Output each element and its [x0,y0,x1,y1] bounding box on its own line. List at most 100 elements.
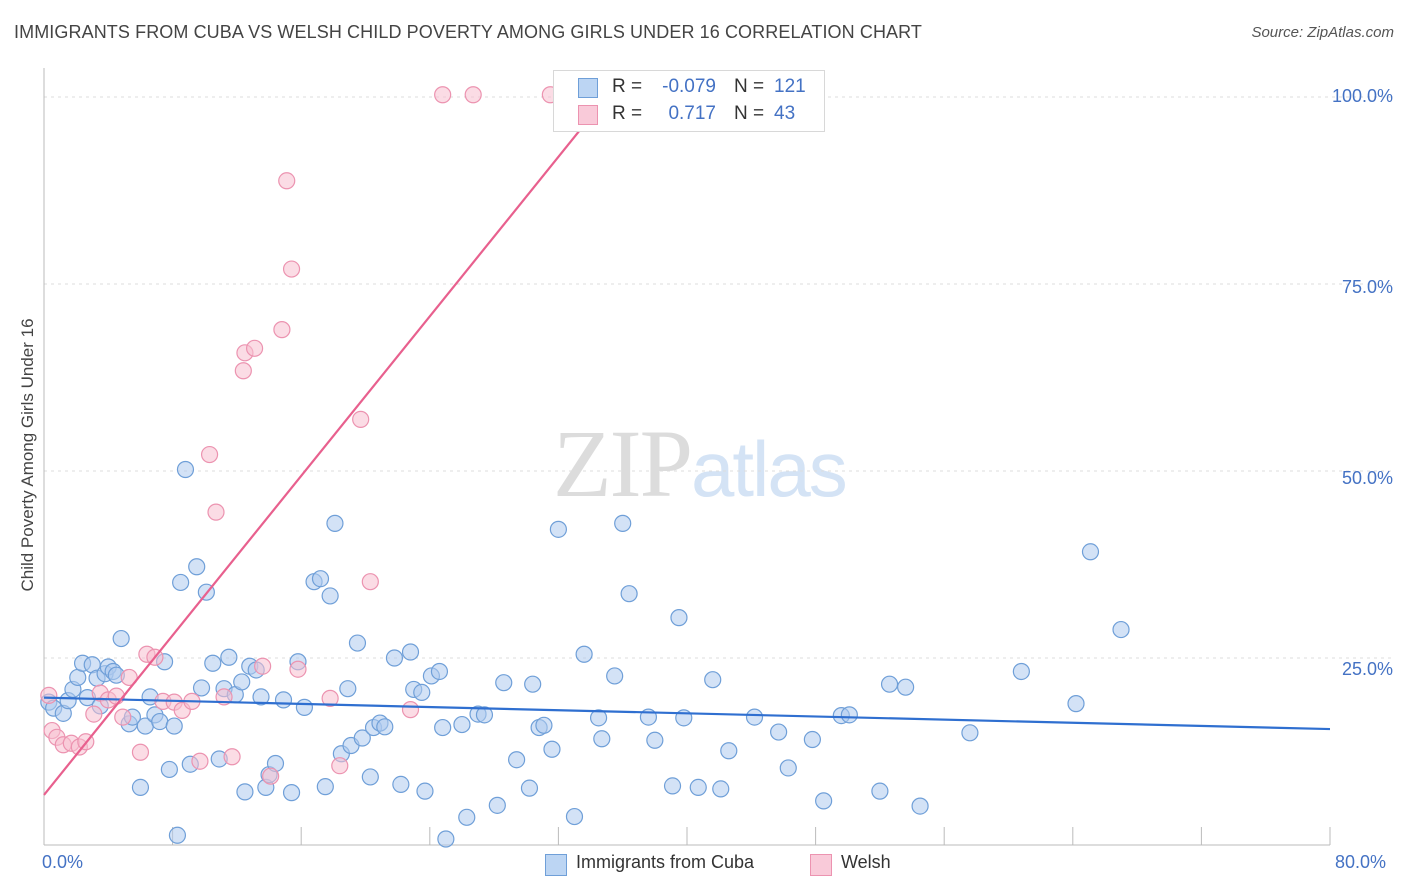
cuba-trend-line [43,696,1331,731]
legend-n-label: N = [734,76,765,97]
welsh-point [254,657,272,675]
cuba-point [961,724,979,742]
welsh-point [120,668,138,687]
cuba-point [911,797,929,815]
correlation-legend: R = -0.079 N = 121 R = 0.717 N = 43 [553,70,825,132]
cuba-point [220,648,238,666]
legend-swatch-blue [545,854,567,876]
cuba-point [151,712,169,731]
cuba-point [535,716,553,734]
cuba-point [204,654,222,672]
cuba-point [475,706,494,724]
series-welsh-points [40,86,611,785]
cuba-point [321,587,339,605]
series-immigrants-from-cuba-points [40,460,1130,848]
legend-swatch-pink [578,105,598,125]
cuba-point [524,675,542,693]
welsh-point [40,686,58,705]
cuba-point [458,808,476,826]
cuba-point [430,662,449,681]
cuba-point [670,609,688,627]
welsh-point [289,660,307,678]
welsh-point [352,410,370,428]
cuba-point [172,573,190,592]
legend-r-value: 0.717 [668,103,716,124]
legend-swatch-pink [810,854,832,876]
cuba-point [176,460,195,479]
welsh-point [321,689,339,707]
cuba-point [192,679,211,697]
legend-r-label: R = [612,76,643,97]
cuba-point [565,807,584,826]
welsh-point [207,503,225,521]
cuba-point [593,730,611,748]
cuba-point [316,778,334,796]
cuba-point [282,784,301,802]
welsh-point [361,573,379,591]
gridlines [44,96,1395,659]
welsh-point [85,705,103,723]
cuba-point [871,782,889,800]
cuba-point [1012,662,1030,681]
welsh-point [401,701,420,719]
cuba-point [508,751,526,769]
cuba-point [188,558,206,576]
cuba-point [326,514,344,532]
cuba-point [311,570,330,588]
legend-row-cuba: R = -0.079 N = 121 [554,74,824,100]
cuba-point [495,674,513,692]
cuba-point [295,698,314,716]
cuba-point [339,680,357,698]
cuba-point [252,688,270,706]
welsh-point [131,743,150,761]
cuba-point [434,718,452,737]
cuba-point [589,709,608,727]
cuba-point [453,715,471,734]
welsh-point [282,260,301,278]
cuba-point [392,775,410,794]
y-tick-label: 100.0% [1331,86,1393,106]
cuba-point [348,634,367,652]
welsh-trend-line [43,96,608,796]
cuba-point [1067,695,1085,713]
cuba-point [1081,543,1100,561]
cuba-point [689,778,707,797]
cuba-point [815,792,833,810]
cuba-point [614,514,632,532]
y-tick-label: 50.0% [1341,468,1393,488]
legend-r-value: -0.079 [662,76,716,97]
cuba-point [543,740,561,758]
cuba-point [69,668,87,687]
cuba-point [880,675,899,693]
cuba-point [663,777,682,795]
welsh-point [245,339,264,357]
legend-n-value: 43 [774,103,796,124]
cuba-point [131,778,150,797]
cuba-point [361,768,379,786]
welsh-point [114,708,132,726]
cuba-point [385,649,404,667]
welsh-point [234,362,252,380]
x-tick-label: 80.0% [1335,852,1387,872]
axes [43,68,1331,846]
welsh-point [262,767,280,785]
legend-label: Immigrants from Cuba [576,852,755,872]
cuba-point [897,678,915,696]
legend-label: Welsh [841,852,891,872]
cuba-point [236,783,254,801]
cuba-point [779,759,797,777]
legend-r-label: R = [612,103,643,124]
cuba-point [620,585,638,603]
cuba-point [168,826,187,844]
legend-swatch-blue [578,78,598,98]
chart-title: IMMIGRANTS FROM CUBA VS WELSH CHILD POVE… [14,22,923,42]
cuba-point [401,643,420,661]
cuba-point [712,780,730,798]
cuba-point [353,729,371,747]
cuba-point [704,671,722,689]
cuba-point [770,723,788,741]
legend-n-label: N = [734,103,765,124]
welsh-point [278,172,296,190]
source-label: Source: ZipAtlas.com [1251,24,1394,41]
welsh-point [223,748,241,766]
